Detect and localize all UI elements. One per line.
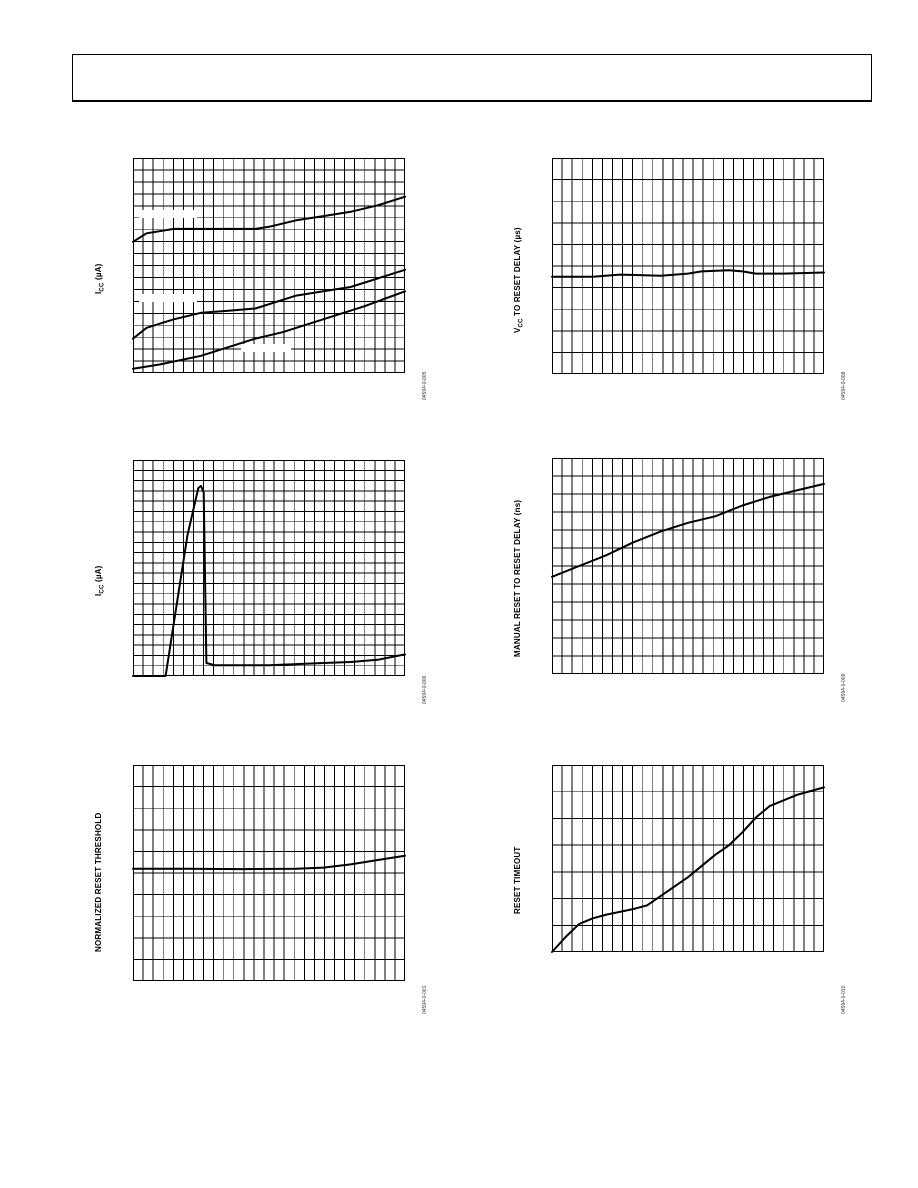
plot-frame xyxy=(552,158,824,374)
plot-frame xyxy=(133,460,405,676)
y-axis-label: VCC TO RESET DELAY (µs) xyxy=(513,227,525,333)
chart-normalized-reset-threshold xyxy=(132,765,406,981)
figure-code: 04594-0-010 xyxy=(841,985,847,1014)
chart-icc-1 xyxy=(132,158,406,373)
plot-frame xyxy=(133,158,405,373)
series-line-1 xyxy=(551,786,825,953)
legend-blank-area xyxy=(241,344,291,352)
series-line-1 xyxy=(132,195,406,243)
figure-code: 04594-0-006 xyxy=(422,675,428,704)
y-axis-label: NORMALIZED RESET THRESHOLD xyxy=(94,812,103,952)
chart-vcc-to-reset-delay xyxy=(551,158,825,374)
legend-blank-area xyxy=(139,294,197,302)
figure-code: 04594-0-008 xyxy=(841,371,847,400)
plot-frame xyxy=(552,765,824,952)
figure-code: 04594-0-009 xyxy=(841,673,847,702)
chart-icc-2 xyxy=(132,460,406,677)
series-line-1 xyxy=(551,482,825,578)
y-axis-label: ICC (µA) xyxy=(94,565,106,596)
y-axis-label: MANUAL RESET TO RESET DELAY (ns) xyxy=(513,499,522,657)
page-header-box xyxy=(72,54,872,102)
series-line-1 xyxy=(132,854,406,871)
y-axis-label: RESET TIMEOUT xyxy=(513,846,522,915)
series-line-1 xyxy=(551,269,825,278)
series-line-1 xyxy=(132,484,406,677)
figure-code: 04594-0-005 xyxy=(422,371,428,400)
chart-manual-reset-to-reset-delay xyxy=(551,458,825,674)
series-line-2 xyxy=(132,268,406,340)
series-line-3 xyxy=(132,290,406,370)
plot-frame xyxy=(133,765,405,981)
figure-code: 04594-0-001 xyxy=(422,985,428,1014)
plot-frame xyxy=(552,458,824,674)
legend-blank-area xyxy=(139,210,197,218)
chart-reset-timeout xyxy=(551,765,825,953)
y-axis-label: ICC (µA) xyxy=(94,263,106,294)
